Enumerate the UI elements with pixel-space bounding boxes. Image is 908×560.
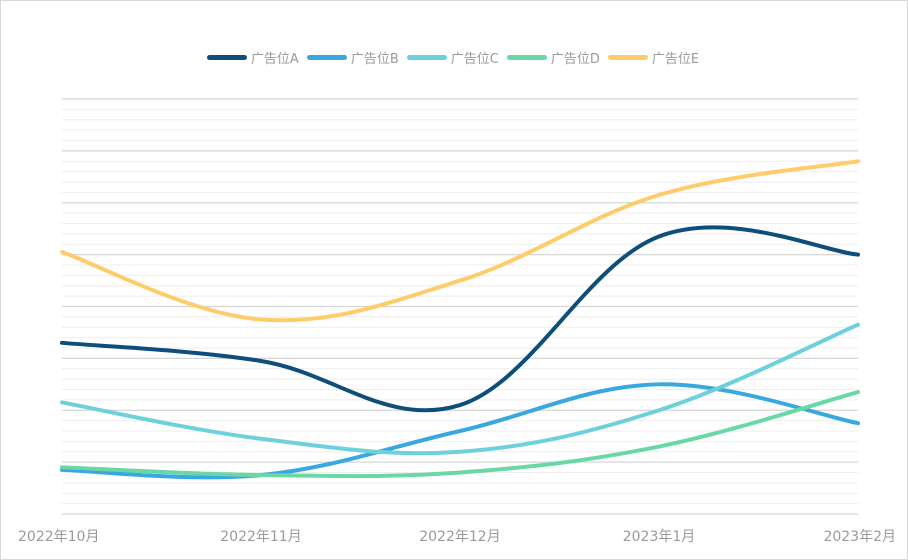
x-axis-ticks: 2022年10月 2022年11月 2022年12月 2023年1月 2023年2月 [18,529,896,545]
legend-label: 广告位C [450,51,499,67]
legend-swatch [506,54,547,60]
legend: 广告位A 广告位B 广告位C 广告位D 广告位E [0,46,906,68]
series-line-4 [60,390,860,479]
legend-label: 广告位E [651,51,700,67]
series-lines [60,159,860,480]
legend-item-1[interactable]: 广告位A [206,48,299,67]
legend-swatch [406,54,447,60]
x-tick-label: 2023年2月 [823,529,896,545]
legend-swatch [306,54,347,60]
series-line-5 [60,159,860,323]
series-line-1 [60,225,860,413]
legend-swatch [206,54,247,60]
legend-item-4[interactable]: 广告位D [506,48,600,67]
legend-label: 广告位D [550,51,600,67]
legend-label: 广告位A [250,51,299,67]
legend-item-5[interactable]: 广告位E [607,48,700,67]
series-line-3 [60,322,860,456]
legend-swatch [607,54,648,60]
x-tick-label: 2022年10月 [18,529,99,545]
x-tick-label: 2023年1月 [623,529,696,545]
x-tick-label: 2022年11月 [220,529,301,545]
legend-item-3[interactable]: 广告位C [406,48,499,67]
series-line-2 [60,382,860,480]
legend-item-2[interactable]: 广告位B [306,48,399,67]
x-tick-label: 2022年12月 [419,529,500,545]
legend-label: 广告位B [350,51,399,67]
